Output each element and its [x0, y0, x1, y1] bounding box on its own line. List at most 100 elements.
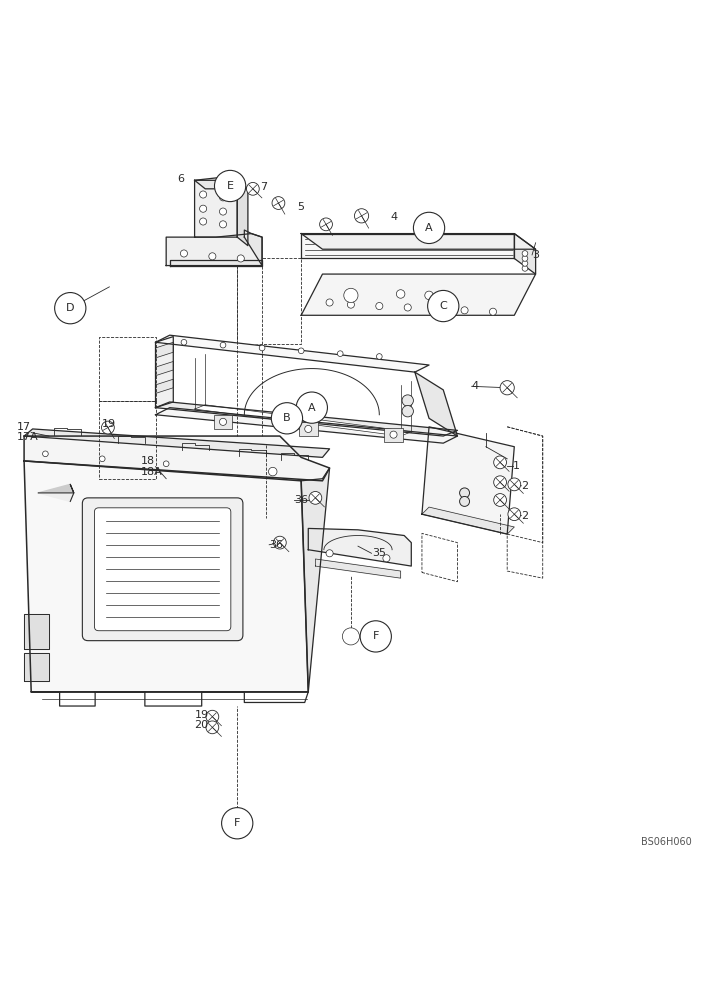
Circle shape — [299, 348, 304, 354]
Polygon shape — [514, 234, 536, 274]
Polygon shape — [155, 379, 173, 393]
Bar — [214, 415, 232, 429]
Circle shape — [460, 496, 470, 506]
Circle shape — [163, 461, 169, 467]
Circle shape — [246, 182, 259, 195]
Circle shape — [296, 392, 327, 423]
Circle shape — [209, 253, 216, 260]
Circle shape — [383, 555, 390, 562]
Text: C: C — [440, 301, 447, 311]
Circle shape — [390, 431, 397, 438]
Circle shape — [54, 293, 86, 324]
Text: 5: 5 — [298, 202, 304, 212]
Polygon shape — [166, 234, 262, 266]
Circle shape — [347, 301, 354, 308]
Text: 35: 35 — [372, 548, 386, 558]
Circle shape — [500, 381, 514, 395]
Circle shape — [272, 197, 285, 209]
Circle shape — [309, 491, 321, 504]
Circle shape — [402, 406, 413, 417]
Polygon shape — [38, 493, 74, 501]
Circle shape — [490, 308, 496, 315]
Polygon shape — [155, 361, 173, 376]
Polygon shape — [195, 177, 237, 237]
Circle shape — [376, 302, 383, 310]
Polygon shape — [315, 559, 401, 578]
Polygon shape — [422, 507, 514, 534]
Text: BS06H060: BS06H060 — [641, 837, 692, 847]
Circle shape — [344, 288, 358, 302]
Circle shape — [354, 209, 369, 223]
Text: 4: 4 — [390, 212, 397, 222]
Text: 7: 7 — [260, 182, 267, 192]
Circle shape — [461, 307, 468, 314]
Polygon shape — [155, 408, 458, 443]
Text: 19: 19 — [102, 419, 117, 429]
Circle shape — [432, 305, 440, 312]
Circle shape — [494, 476, 506, 489]
Circle shape — [181, 339, 187, 345]
Circle shape — [342, 628, 359, 645]
Circle shape — [460, 488, 470, 498]
Bar — [299, 422, 317, 436]
Text: 18A: 18A — [141, 467, 163, 477]
Polygon shape — [155, 342, 173, 358]
Polygon shape — [301, 274, 536, 315]
Circle shape — [402, 395, 413, 406]
Circle shape — [404, 304, 411, 311]
Circle shape — [274, 536, 286, 549]
FancyBboxPatch shape — [82, 498, 243, 641]
Circle shape — [522, 266, 528, 271]
Polygon shape — [195, 180, 248, 189]
Text: E: E — [227, 181, 233, 191]
Text: 3: 3 — [532, 250, 539, 260]
Circle shape — [215, 170, 246, 202]
Circle shape — [413, 212, 445, 244]
Circle shape — [268, 467, 277, 476]
Circle shape — [360, 621, 392, 652]
Circle shape — [494, 494, 506, 506]
Polygon shape — [155, 402, 458, 436]
Circle shape — [100, 456, 105, 462]
Circle shape — [237, 255, 244, 262]
Text: 18: 18 — [141, 456, 155, 466]
Circle shape — [221, 342, 226, 348]
Text: D: D — [66, 303, 74, 313]
Circle shape — [259, 345, 265, 351]
Text: 17A: 17A — [17, 432, 39, 442]
Polygon shape — [244, 230, 262, 266]
Polygon shape — [195, 405, 411, 436]
Circle shape — [180, 250, 188, 257]
Circle shape — [494, 456, 506, 469]
Circle shape — [200, 205, 207, 212]
Circle shape — [220, 221, 226, 228]
Polygon shape — [301, 234, 514, 258]
Polygon shape — [237, 180, 248, 246]
Text: F: F — [234, 818, 241, 828]
Polygon shape — [309, 528, 411, 566]
Circle shape — [221, 808, 253, 839]
Polygon shape — [24, 461, 309, 692]
Polygon shape — [38, 484, 74, 493]
Text: 20: 20 — [195, 720, 209, 730]
Text: 17: 17 — [17, 422, 31, 432]
Circle shape — [220, 208, 226, 215]
Circle shape — [206, 710, 219, 723]
Bar — [384, 428, 403, 442]
Circle shape — [397, 290, 405, 298]
Circle shape — [508, 508, 521, 521]
Circle shape — [102, 421, 115, 434]
Circle shape — [347, 633, 354, 640]
Text: 2: 2 — [521, 511, 528, 521]
Text: 19: 19 — [195, 710, 209, 720]
Circle shape — [425, 291, 433, 300]
Text: 2: 2 — [521, 481, 528, 491]
Polygon shape — [155, 335, 429, 372]
Circle shape — [200, 218, 207, 225]
Text: 36: 36 — [269, 540, 284, 550]
Text: 36: 36 — [294, 495, 308, 505]
Text: B: B — [283, 413, 291, 423]
Polygon shape — [24, 614, 49, 649]
Circle shape — [326, 299, 333, 306]
Circle shape — [319, 218, 332, 231]
